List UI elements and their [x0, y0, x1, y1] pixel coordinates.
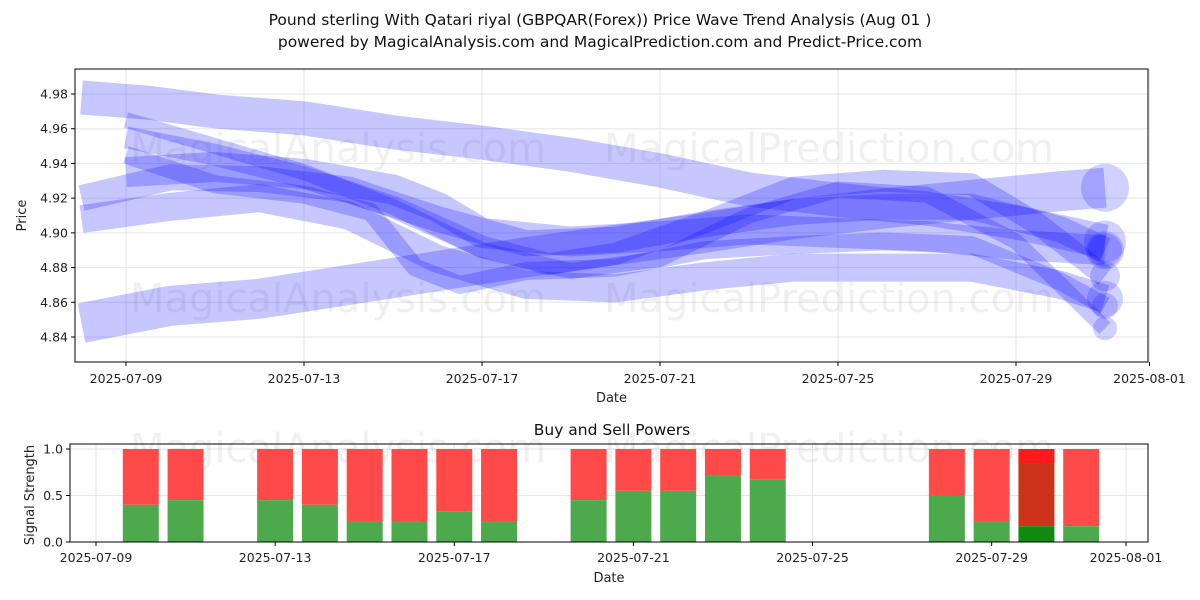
watermark-text: MagicalAnalysis.com: [130, 126, 546, 172]
price-wave-endpoint: [1084, 220, 1126, 263]
signal-y-tick-label: 0.5: [43, 488, 63, 503]
signal-x-tick-label: 2025-07-13: [239, 550, 312, 565]
buy-power-bar: [660, 490, 697, 542]
buy-power-bar: [615, 490, 652, 542]
signal-y-axis-label: Signal Strength: [23, 445, 38, 545]
price-waves-group: [77, 80, 1129, 343]
signal-x-tick-label: 2025-07-25: [776, 550, 849, 565]
price-y-tick-label: 4.94: [40, 156, 68, 171]
price-y-tick-label: 4.86: [40, 295, 68, 310]
price-y-axis-label: Price: [15, 200, 30, 232]
sell-power-bar: [1063, 449, 1100, 527]
buy-power-bar: [122, 504, 159, 542]
buy-power-bar: [346, 521, 383, 542]
buy-power-bar: [570, 500, 607, 542]
buy-power-bar: [391, 521, 428, 542]
sell-power-bar: [928, 449, 965, 496]
buy-power-bar: [704, 475, 741, 542]
price-wave-endpoint: [1086, 231, 1124, 270]
price-x-axis-label: Date: [596, 391, 627, 406]
sell-power-bar: [436, 449, 473, 512]
sell-power-bar: [615, 449, 652, 491]
price-x-tick-label: 2025-07-17: [446, 371, 519, 386]
signal-axes-frame: [69, 443, 1149, 543]
signal-plot-area: [70, 444, 1148, 542]
price-wave-band: [123, 112, 1111, 335]
price-x-tick-label: 2025-07-09: [90, 371, 163, 386]
price-x-tick-label: 2025-07-29: [980, 371, 1053, 386]
sell-power-bar: [167, 449, 204, 501]
price-wave-band: [123, 146, 1110, 314]
price-wave-band: [77, 167, 1107, 343]
sell-power-bar: [391, 449, 428, 522]
chart-subtitle: powered by MagicalAnalysis.com and Magic…: [277, 33, 923, 51]
sell-power-bar-peak: [1018, 449, 1055, 463]
price-wave-endpoint: [1093, 316, 1117, 341]
price-y-tick-label: 4.92: [40, 191, 68, 206]
price-wave-endpoint: [1081, 163, 1129, 212]
price-wave-band: [123, 126, 1112, 285]
buy-power-bar: [1018, 526, 1055, 542]
price-wave-endpoint: [1090, 261, 1120, 292]
signal-y-tick-label: 1.0: [43, 442, 63, 457]
signal-x-tick-label: 2025-07-17: [418, 550, 491, 565]
signal-y-tick-label: 0.0: [43, 535, 63, 550]
price-y-tick-label: 4.96: [40, 121, 68, 136]
sell-power-bar: [257, 449, 294, 501]
price-wave-endpoint: [1087, 280, 1123, 317]
buy-power-bar: [973, 521, 1010, 542]
buy-power-bar: [928, 495, 965, 542]
sell-power-bar: [346, 449, 383, 522]
watermark-text: MagicalAnalysis.com: [130, 276, 546, 322]
price-wave-band: [125, 151, 1106, 266]
sell-power-bar: [481, 449, 518, 522]
signal-x-axis-label: Date: [593, 571, 624, 586]
sell-power-bar: [122, 449, 159, 505]
buy-power-bar: [257, 500, 294, 542]
price-wave-band: [78, 164, 1111, 262]
price-wave-band: [80, 80, 1109, 259]
price-plot-area: [75, 69, 1148, 362]
price-x-tick-label: 2025-07-21: [624, 371, 697, 386]
watermark-text: MagicalPrediction.com: [604, 126, 1054, 172]
price-x-tick-label: 2025-07-13: [268, 371, 341, 386]
price-y-tick-label: 4.90: [40, 225, 68, 240]
buy-power-bar: [749, 479, 786, 542]
sell-power-bar: [570, 449, 607, 501]
buy-power-bar: [436, 511, 473, 542]
price-y-tick-label: 4.98: [40, 87, 68, 102]
signal-x-tick-label: 2025-07-09: [60, 550, 133, 565]
price-y-tick-label: 4.84: [40, 330, 68, 345]
price-wave-band: [79, 184, 1110, 313]
signal-chart-title: Buy and Sell Powers: [534, 421, 691, 439]
sell-power-bar: [973, 449, 1010, 522]
price-x-tick-label: 2025-08-01: [1113, 371, 1186, 386]
buy-power-bar: [481, 521, 518, 542]
sell-power-bar: [749, 449, 786, 480]
signal-x-tick-label: 2025-07-29: [955, 550, 1028, 565]
buy-power-bar: [167, 500, 204, 542]
price-axes-frame: [74, 68, 1149, 363]
price-x-tick-label: 2025-07-25: [802, 371, 875, 386]
price-wave-endpoint: [1092, 292, 1118, 319]
buy-power-bar: [301, 504, 338, 542]
sell-power-bar: [704, 449, 741, 476]
signal-x-tick-label: 2025-07-21: [597, 550, 670, 565]
buy-power-bar: [1063, 526, 1100, 542]
signal-x-tick-label: 2025-08-01: [1090, 550, 1163, 565]
price-y-tick-label: 4.88: [40, 260, 68, 275]
watermark-text: MagicalPrediction.com: [604, 276, 1054, 322]
sell-power-bar: [660, 449, 697, 491]
sell-power-bar: [301, 449, 338, 505]
chart-title: Pound sterling With Qatari riyal (GBPQAR…: [268, 11, 932, 29]
price-wave-endpoint: [1088, 233, 1122, 268]
